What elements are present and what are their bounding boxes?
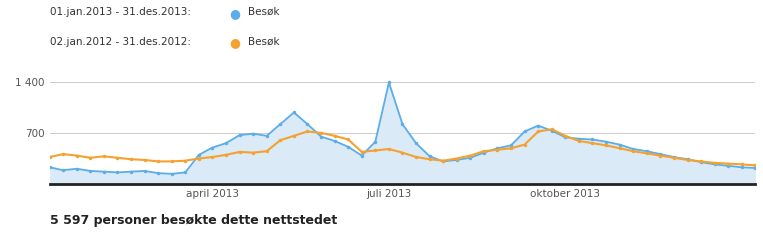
Text: Besøk: Besøk [248,7,279,17]
Text: ●: ● [229,36,240,49]
Text: Besøk: Besøk [248,37,279,46]
Text: 5 597 personer besøkte dette nettstedet: 5 597 personer besøkte dette nettstedet [50,214,336,227]
Text: 01.jan.2013 - 31.des.2013:: 01.jan.2013 - 31.des.2013: [50,7,191,17]
Text: ●: ● [229,7,240,20]
Text: 02.jan.2012 - 31.des.2012:: 02.jan.2012 - 31.des.2012: [50,37,191,46]
